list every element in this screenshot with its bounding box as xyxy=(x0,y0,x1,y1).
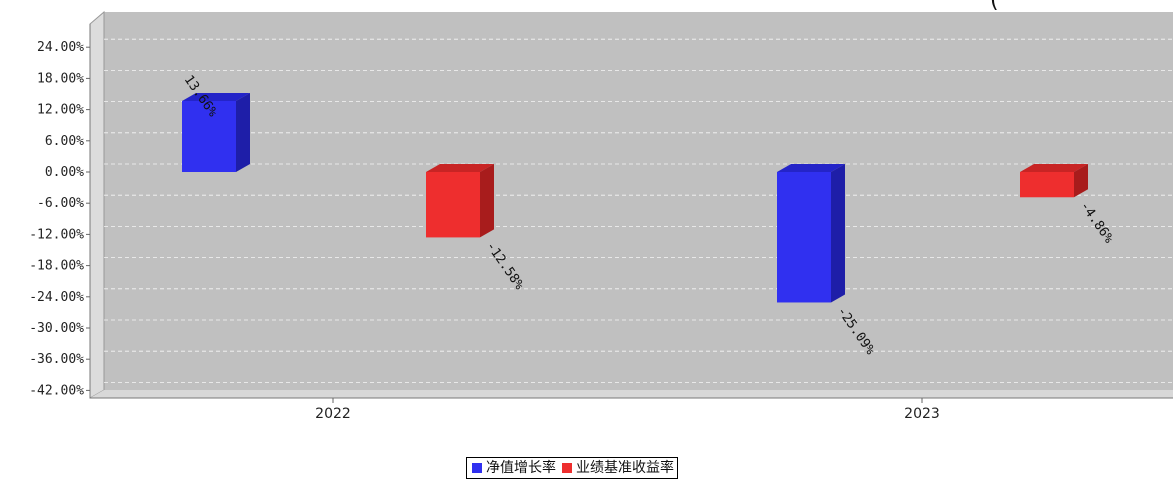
bar-front-face xyxy=(426,172,480,238)
legend-label: 净值增长率 xyxy=(486,460,556,476)
legend-item-net-value-growth: 净值增长率 xyxy=(470,458,556,478)
y-tick-label: 24.00% xyxy=(37,40,84,55)
x-tick-label: 2022 xyxy=(315,406,351,422)
bar-front-face xyxy=(777,172,831,303)
legend-item-benchmark-return: 业绩基准收益率 xyxy=(560,458,674,478)
plot-background xyxy=(104,12,1173,390)
bar-top-face xyxy=(1020,164,1088,172)
y-tick-label: -6.00% xyxy=(37,196,84,211)
x-tick-label: 2023 xyxy=(904,406,940,422)
y-tick-label: 0.00% xyxy=(45,165,84,180)
bar-top-face xyxy=(426,164,494,172)
y-tick-label: -36.00% xyxy=(29,352,84,367)
y-tick-label: -30.00% xyxy=(29,321,84,336)
bar-front-face xyxy=(1020,172,1074,198)
y-tick-label: 12.00% xyxy=(37,103,84,118)
y-tick-label: -24.00% xyxy=(29,290,84,305)
bar-top-face xyxy=(777,164,845,172)
bar-top-face xyxy=(182,92,250,101)
bar-side-face xyxy=(480,164,494,238)
bar-front-face xyxy=(182,100,236,172)
y-tick-label: 18.00% xyxy=(37,71,84,86)
bar-side-face xyxy=(831,164,845,303)
y-tick-label: -12.00% xyxy=(29,227,84,242)
clipped-title-fragment: ( xyxy=(990,0,1001,13)
legend-swatch-red xyxy=(562,463,572,473)
y-tick-label: -42.00% xyxy=(29,383,84,398)
plot-left-wall xyxy=(89,10,105,399)
chart-legend: 净值增长率 业绩基准收益率 xyxy=(466,457,678,479)
y-tick-label: 6.00% xyxy=(45,134,84,149)
bar-side-face xyxy=(236,92,250,172)
bar-chart: 24.00% 18.00% 12.00% 6.00% 0.00% -6.00% -12.00… xyxy=(29,10,1173,422)
plot-floor xyxy=(90,390,1173,398)
legend-label: 业绩基准收益率 xyxy=(576,460,674,476)
legend-swatch-blue xyxy=(472,463,482,473)
bar-side-face xyxy=(1074,164,1088,198)
y-tick-label: -18.00% xyxy=(29,259,84,274)
